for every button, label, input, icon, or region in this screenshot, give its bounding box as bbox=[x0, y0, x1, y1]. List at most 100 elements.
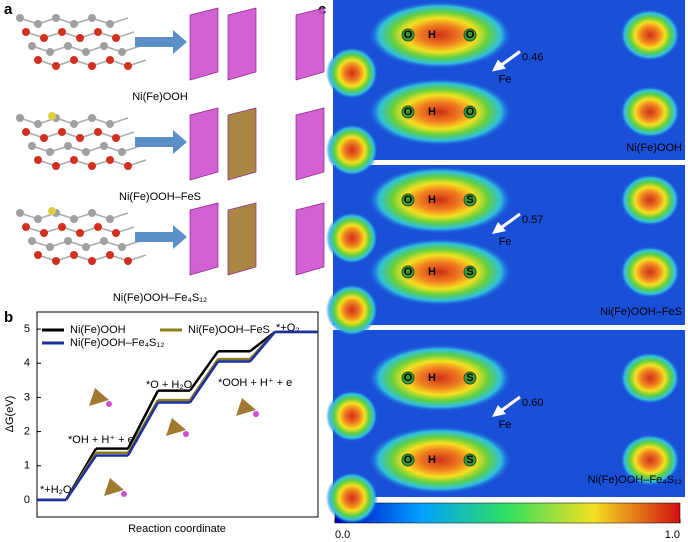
density-blob bbox=[368, 238, 512, 306]
atom bbox=[118, 243, 126, 251]
atom bbox=[40, 34, 48, 42]
density-blob bbox=[326, 47, 378, 99]
atom bbox=[118, 48, 126, 56]
atom bbox=[106, 120, 114, 128]
atom-label: H bbox=[428, 106, 436, 118]
atom bbox=[22, 28, 30, 36]
y-tick-label: 4 bbox=[24, 357, 30, 369]
atom bbox=[106, 215, 114, 223]
state-label: *+H₂O bbox=[40, 484, 72, 496]
atom bbox=[124, 62, 132, 70]
atom-marker bbox=[401, 28, 415, 42]
density-blob bbox=[326, 390, 378, 442]
atom bbox=[52, 257, 60, 265]
atom bbox=[106, 20, 114, 28]
band-separator bbox=[333, 160, 685, 165]
y-tick-label: 3 bbox=[24, 391, 30, 403]
atom bbox=[76, 34, 84, 42]
arrow bbox=[135, 30, 187, 54]
density-blob bbox=[620, 9, 680, 61]
adsorbate-icon bbox=[166, 418, 186, 436]
atom bbox=[58, 223, 66, 231]
colorbar-tick-label: 0.0 bbox=[335, 529, 350, 541]
plot-frame bbox=[36, 311, 319, 518]
adsorbate-icon bbox=[104, 478, 124, 496]
connector bbox=[249, 331, 276, 363]
atom bbox=[64, 237, 72, 245]
atom bbox=[70, 120, 78, 128]
atom bbox=[46, 48, 54, 56]
atom-label: S bbox=[466, 266, 473, 278]
density-blob bbox=[620, 86, 680, 138]
adsorbate-atom bbox=[183, 431, 189, 437]
atom bbox=[34, 215, 42, 223]
atom-label: O bbox=[466, 29, 475, 41]
atom bbox=[82, 243, 90, 251]
atom-label: O bbox=[404, 29, 413, 41]
atom-marker bbox=[463, 193, 477, 207]
atom-marker bbox=[463, 265, 477, 279]
density-blob bbox=[368, 426, 512, 494]
atom bbox=[34, 120, 42, 128]
atom-marker bbox=[463, 453, 477, 467]
fe-arrowhead bbox=[492, 405, 506, 417]
fe-arrowhead bbox=[492, 222, 506, 234]
atom bbox=[52, 14, 60, 22]
colorbar bbox=[334, 502, 681, 524]
atom bbox=[58, 128, 66, 136]
atom-label: O bbox=[404, 454, 413, 466]
atom bbox=[70, 215, 78, 223]
atom bbox=[46, 243, 54, 251]
density-blob bbox=[368, 78, 512, 146]
atom bbox=[70, 56, 78, 64]
y-tick-label: 1 bbox=[24, 460, 30, 472]
adsorbate-atom bbox=[253, 411, 259, 417]
density-blob bbox=[620, 434, 680, 486]
atom bbox=[112, 229, 120, 237]
density-blob bbox=[368, 344, 512, 412]
distance-label: 0.46 bbox=[522, 51, 543, 63]
connector bbox=[188, 350, 220, 392]
atom-label: O bbox=[404, 194, 413, 206]
atom bbox=[34, 56, 42, 64]
atom bbox=[52, 62, 60, 70]
atom bbox=[52, 162, 60, 170]
atom bbox=[16, 114, 24, 122]
density-blob bbox=[368, 1, 512, 69]
atom bbox=[124, 162, 132, 170]
atom bbox=[34, 156, 42, 164]
density-blob bbox=[326, 212, 378, 264]
density-blob bbox=[368, 166, 512, 234]
atom-marker bbox=[401, 265, 415, 279]
polyhedron bbox=[295, 202, 325, 276]
connector bbox=[188, 358, 220, 401]
atom-marker bbox=[401, 193, 415, 207]
polyhedron bbox=[295, 7, 325, 81]
y-tick-label: 5 bbox=[24, 323, 30, 335]
atom-marker bbox=[463, 28, 477, 42]
polyhedron bbox=[227, 107, 257, 181]
atom bbox=[100, 237, 108, 245]
distance-label: 0.60 bbox=[522, 397, 543, 409]
x-axis-label: Reaction coordinate bbox=[128, 523, 226, 535]
atom-label: S bbox=[466, 194, 473, 206]
atom bbox=[64, 142, 72, 150]
atom bbox=[118, 148, 126, 156]
fe-label: Fe bbox=[499, 236, 512, 248]
atom bbox=[94, 28, 102, 36]
legend-label: Ni(Fe)OOH–Fe₄S₁₂ bbox=[70, 337, 164, 349]
atom bbox=[100, 42, 108, 50]
atom-label: S bbox=[466, 454, 473, 466]
structure-label: Ni(Fe)OOH–Fe₄S₁₂ bbox=[113, 292, 207, 304]
atom bbox=[64, 42, 72, 50]
atom bbox=[46, 148, 54, 156]
density-blob bbox=[620, 352, 680, 404]
adsorbate-atom bbox=[121, 491, 127, 497]
atom-label: H bbox=[428, 372, 436, 384]
atom bbox=[22, 223, 30, 231]
atom-label: H bbox=[428, 266, 436, 278]
atom bbox=[100, 142, 108, 150]
atom bbox=[22, 128, 30, 136]
atom bbox=[124, 257, 132, 265]
atom bbox=[88, 162, 96, 170]
